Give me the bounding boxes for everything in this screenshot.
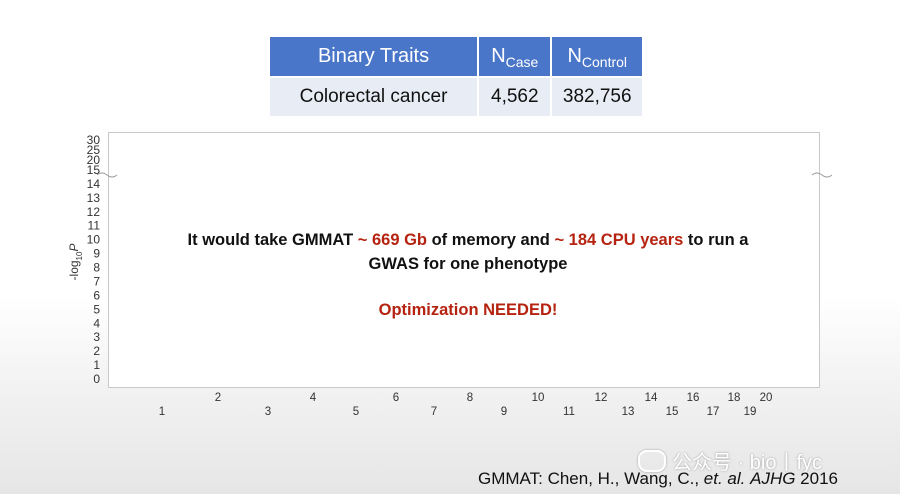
table-row: Colorectal cancer 4,562 382,756 (270, 76, 642, 116)
y-axis-label: -log10P (67, 244, 84, 281)
y-tick-label: 2 (93, 344, 100, 358)
y-tick-label: 9 (93, 247, 100, 261)
y-tick-label: 15 (87, 163, 101, 177)
x-tick-label: 9 (501, 406, 507, 418)
y-tick-label: 11 (88, 219, 101, 233)
y-tick-label: 12 (87, 205, 101, 219)
message-line-2: GWAS for one phenotype (368, 255, 568, 273)
message-text: It would take GMMAT (187, 231, 358, 249)
y-axis-label-p: P (67, 244, 81, 252)
watermark-text: 公众号 · bio丨fyc (672, 452, 823, 474)
x-tick-label: 13 (622, 406, 635, 418)
y-axis-label-log: -log (67, 260, 81, 280)
x-tick-label: 16 (687, 392, 700, 404)
y-tick-label: 20 (87, 153, 101, 167)
x-tick-label: 3 (265, 406, 271, 418)
header-n-letter: N (491, 45, 506, 67)
message-text: of memory and (427, 231, 555, 249)
header-binary-traits: Binary Traits (270, 37, 480, 77)
y-tick-label: 0 (93, 372, 100, 386)
header-n-case: NCase (478, 37, 553, 77)
x-tick-label: 4 (310, 392, 317, 404)
citation-etal: et. al. (703, 469, 746, 488)
x-tick-label: 7 (431, 406, 437, 418)
x-tick-label: 18 (728, 392, 741, 404)
x-tick-label: 19 (744, 406, 757, 418)
cell-n-control: 382,756 (551, 76, 642, 116)
wechat-icon (638, 449, 666, 472)
x-tick-label: 15 (666, 406, 679, 418)
y-tick-label: 13 (87, 191, 101, 205)
header-case-subscript: Case (505, 54, 539, 70)
header-control-subscript: Control (581, 54, 628, 70)
x-tick-label: 10 (532, 392, 545, 404)
x-tick-label: 1 (159, 406, 165, 418)
y-tick-label: 14 (87, 177, 101, 191)
header-n-control: NControl (551, 37, 642, 77)
cpu-years: ~ 184 CPU years (554, 231, 684, 249)
traits-table: Binary Traits NCase NControl Colorectal … (270, 37, 642, 116)
y-tick-label: 8 (93, 261, 100, 275)
y-tick-label: 1 (93, 358, 100, 372)
y-tick-label: 3 (93, 330, 100, 344)
y-tick-label: 25 (87, 143, 101, 157)
message-text: to run a (683, 231, 749, 249)
x-tick-label: 6 (393, 392, 399, 404)
y-tick-label: 7 (93, 274, 100, 288)
axis-break-right (811, 172, 833, 178)
x-tick-label: 17 (707, 406, 720, 418)
x-tick-label: 20 (760, 392, 773, 404)
header-n-letter: N (567, 45, 582, 67)
y-tick-label: 6 (93, 288, 100, 302)
x-tick-label: 5 (353, 406, 359, 418)
x-tick-label: 8 (467, 392, 473, 404)
cell-n-case: 4,562 (478, 76, 553, 116)
y-tick-label: 5 (93, 302, 100, 316)
citation: GMMAT: Chen, H., Wang, C., et. al. AJHG … (478, 469, 838, 489)
header-binary-traits-label: Binary Traits (317, 45, 430, 67)
manhattan-plot-frame (108, 132, 820, 388)
watermark: 公众号 · bio丨fyc (638, 446, 822, 475)
citation-journal: AJHG (750, 469, 796, 488)
axis-break-left (96, 172, 118, 178)
x-tick-label: 12 (595, 392, 608, 404)
x-tick-label: 2 (215, 392, 221, 404)
cell-trait: Colorectal cancer (270, 76, 480, 116)
x-tick-label: 11 (563, 406, 575, 418)
y-tick-label: 30 (87, 133, 101, 147)
y-tick-label: 10 (87, 233, 101, 247)
y-axis-label-sub: 10 (75, 251, 84, 260)
memory-amount: ~ 669 Gb (357, 231, 427, 249)
citation-authors: GMMAT: Chen, H., Wang, C., (478, 469, 704, 488)
y-tick-label: 4 (93, 316, 100, 330)
citation-year: 2016 (795, 469, 838, 488)
optimization-callout: Optimization NEEDED! (378, 301, 558, 319)
memory-message: It would take GMMAT ~ 669 Gb of memory a… (108, 231, 828, 250)
x-tick-label: 14 (645, 392, 658, 404)
